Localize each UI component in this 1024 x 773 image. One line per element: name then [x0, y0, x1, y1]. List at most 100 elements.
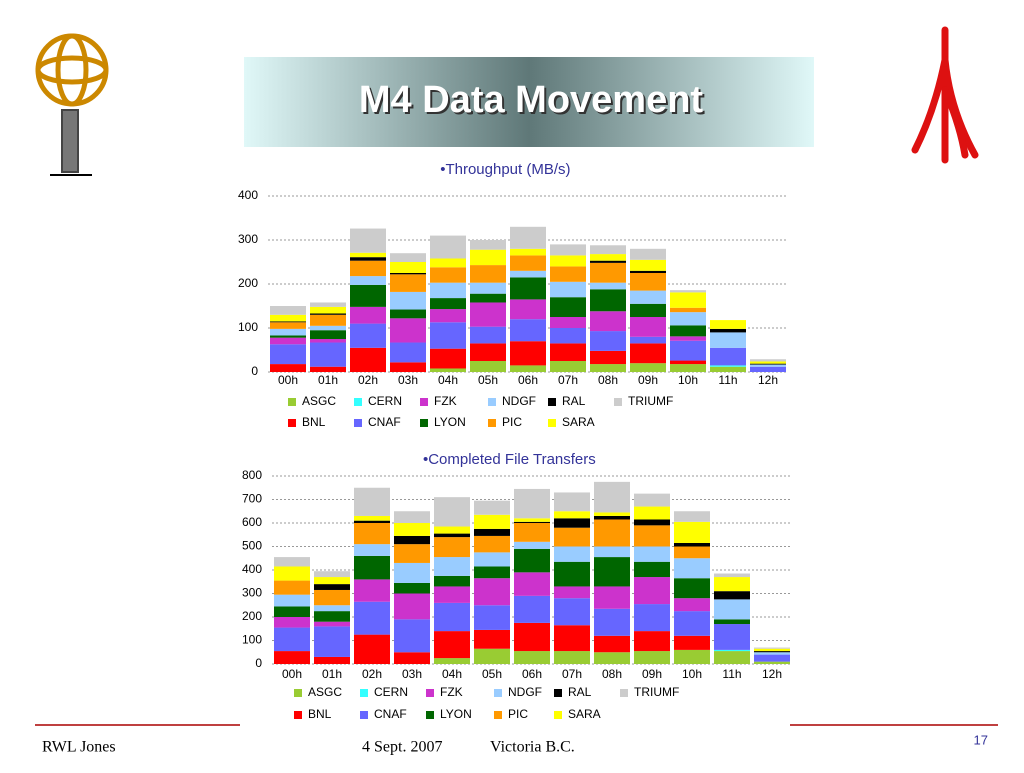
- x-tick-label: 04h: [442, 667, 462, 681]
- legend-swatch: [488, 419, 496, 427]
- bar-segment: [270, 337, 306, 345]
- y-tick-label: 300: [242, 586, 262, 600]
- bar-segment: [310, 306, 346, 314]
- y-tick-label: 0: [255, 656, 262, 670]
- bar-segment: [350, 257, 386, 261]
- bar-segment: [354, 515, 390, 521]
- bar-segment: [514, 541, 550, 549]
- legend-label: CNAF: [374, 707, 407, 721]
- bar-segment: [474, 528, 510, 536]
- bar-segment: [474, 605, 510, 630]
- bar-segment: [750, 364, 786, 367]
- y-tick-label: 100: [242, 633, 262, 647]
- legend-label: SARA: [562, 415, 595, 429]
- bar-segment: [434, 575, 470, 587]
- legend-label: CNAF: [368, 415, 401, 429]
- bar-segment: [354, 487, 390, 516]
- bar-segment: [634, 604, 670, 632]
- bar-segment: [434, 557, 470, 576]
- y-tick-label: 300: [238, 232, 258, 246]
- y-tick-label: 800: [242, 468, 262, 482]
- bar-segment: [554, 586, 590, 599]
- legend-swatch: [548, 398, 556, 406]
- bar-segment: [394, 593, 430, 620]
- bar-segment: [390, 253, 426, 262]
- y-tick-label: 600: [242, 515, 262, 529]
- bar-segment: [310, 313, 346, 315]
- bar-segment: [434, 533, 470, 538]
- bar-segment: [630, 273, 666, 291]
- bar-segment: [510, 319, 546, 342]
- bar-segment: [390, 318, 426, 343]
- legend-label: PIC: [502, 415, 522, 429]
- x-tick-label: 08h: [602, 667, 622, 681]
- bar-segment: [674, 578, 710, 599]
- y-tick-label: 700: [242, 492, 262, 506]
- bar-segment: [674, 511, 710, 522]
- bar-segment: [270, 322, 306, 329]
- bar-segment: [314, 571, 350, 578]
- legend-label: RAL: [562, 394, 586, 408]
- bar-segment: [430, 322, 466, 349]
- bar-segment: [474, 566, 510, 579]
- x-tick-label: 07h: [562, 667, 582, 681]
- bar-segment: [310, 302, 346, 307]
- legend-label: ASGC: [308, 685, 342, 699]
- legend-swatch: [420, 398, 428, 406]
- bar-segment: [554, 651, 590, 664]
- x-tick-label: 03h: [402, 667, 422, 681]
- x-tick-label: 12h: [758, 373, 778, 387]
- bar-segment: [554, 511, 590, 519]
- bar-segment: [674, 611, 710, 636]
- bar-segment: [554, 561, 590, 587]
- bar-segment: [270, 328, 306, 336]
- bar-segment: [474, 535, 510, 553]
- bar-segment: [590, 364, 626, 372]
- bar-segment: [670, 325, 706, 337]
- legend-label: FZK: [440, 685, 463, 699]
- bar-segment: [350, 284, 386, 307]
- bar-segment: [274, 617, 310, 628]
- bar-segment: [350, 260, 386, 277]
- x-tick-label: 12h: [762, 667, 782, 681]
- bar-segment: [314, 626, 350, 657]
- title-shadow: M4 Data Movement: [361, 81, 706, 123]
- bar-segment: [270, 364, 306, 372]
- bar-segment: [354, 634, 390, 664]
- bar-segment: [510, 248, 546, 256]
- bar-segment: [710, 347, 746, 366]
- bar-segment: [270, 306, 306, 315]
- bar-segment: [670, 336, 706, 341]
- x-tick-label: 06h: [522, 667, 542, 681]
- bar-segment: [670, 307, 706, 313]
- bar-segment: [470, 240, 506, 250]
- bar-segment: [674, 635, 710, 650]
- bar-segment: [550, 244, 586, 256]
- legend-label: BNL: [308, 707, 332, 721]
- bar-segment: [434, 602, 470, 632]
- bar-segment: [634, 506, 670, 520]
- bar-segment: [510, 270, 546, 278]
- bar-segment: [754, 661, 790, 664]
- bar-segment: [314, 577, 350, 585]
- bar-segment: [350, 228, 386, 253]
- x-tick-label: 10h: [678, 373, 698, 387]
- bar-segment: [510, 365, 546, 372]
- bar-segment: [590, 245, 626, 255]
- bar-segment: [350, 306, 386, 324]
- bullet: •: [423, 451, 428, 468]
- bar-segment: [714, 619, 750, 625]
- bar-segment: [554, 527, 590, 547]
- bar-segment: [634, 493, 670, 507]
- bar-segment: [350, 276, 386, 285]
- bar-segment: [314, 605, 350, 612]
- x-tick-label: 05h: [482, 667, 502, 681]
- legend-label: LYON: [440, 707, 472, 721]
- legend-label: NDGF: [502, 394, 536, 408]
- x-tick-label: 07h: [558, 373, 578, 387]
- legend-swatch: [360, 711, 368, 719]
- bar-segment: [634, 561, 670, 578]
- legend-swatch: [494, 689, 502, 697]
- legend-swatch: [488, 398, 496, 406]
